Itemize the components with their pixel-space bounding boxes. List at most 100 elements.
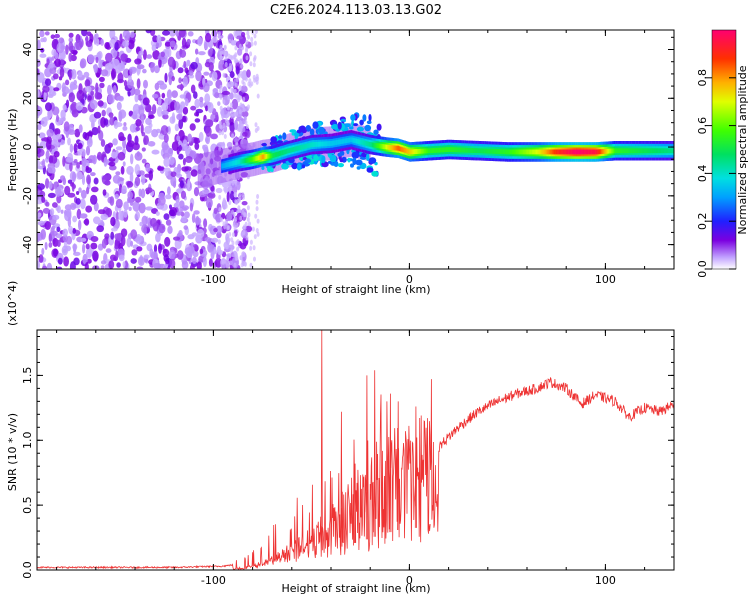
- noise-blob: [160, 125, 169, 136]
- ridge-blob: [368, 157, 377, 164]
- noise-blob: [136, 64, 145, 70]
- noise-blob: [214, 92, 220, 99]
- noise-blob: [116, 101, 122, 111]
- noise-blob: [90, 194, 98, 205]
- noise-blob: [240, 123, 244, 129]
- ridge-core: [254, 156, 256, 162]
- noise-blob: [45, 150, 50, 160]
- noise-blob: [77, 71, 83, 78]
- noise-blob: [186, 38, 191, 45]
- ridge-core: [363, 140, 365, 146]
- noise-blob: [76, 208, 82, 220]
- ridge-core: [394, 145, 396, 151]
- noise-blob: [70, 101, 78, 113]
- ridge-core: [224, 162, 227, 168]
- noise-blob: [126, 181, 134, 188]
- ridge-core: [581, 149, 583, 155]
- noise-blob: [226, 105, 230, 111]
- ridge-core: [431, 148, 433, 153]
- ridge-core: [229, 161, 231, 167]
- noise-blob: [208, 61, 214, 72]
- ridge-halo: [213, 150, 215, 185]
- noise-blob: [255, 206, 259, 212]
- noise-blob: [44, 242, 48, 250]
- noise-blob: [175, 30, 179, 37]
- noise-blob: [168, 209, 175, 217]
- noise-blob: [141, 147, 146, 152]
- ridge-core: [282, 150, 284, 155]
- ridge-blob: [281, 163, 289, 170]
- ridge-core: [629, 148, 631, 154]
- noise-blob: [76, 171, 83, 180]
- noise-blob: [191, 232, 198, 237]
- noise-blob: [130, 31, 135, 38]
- ridge-core: [278, 151, 281, 156]
- ridge-core: [502, 149, 504, 155]
- ridge-halo: [201, 153, 203, 188]
- ridge-core: [596, 149, 598, 155]
- noise-blob: [132, 110, 137, 116]
- noise-blob: [235, 255, 239, 261]
- ridge-core: [622, 148, 624, 154]
- ridge-core: [655, 148, 657, 154]
- ridge-core: [380, 143, 382, 149]
- ridge-core: [274, 152, 276, 158]
- noise-blob: [136, 246, 143, 252]
- noise-blob: [222, 122, 226, 128]
- noise-blob: [187, 31, 194, 37]
- noise-blob: [167, 125, 171, 135]
- noise-blob: [254, 30, 258, 34]
- noise-blob: [223, 134, 227, 139]
- ridge-core: [369, 142, 371, 147]
- ridge-core: [324, 141, 326, 147]
- ridge-halo: [200, 153, 202, 188]
- ridge-core: [503, 149, 505, 155]
- noise-blob: [162, 30, 170, 36]
- noise-blob: [211, 30, 217, 38]
- ridge-core: [662, 148, 664, 154]
- ridge-core: [244, 158, 247, 164]
- noise-blob: [209, 72, 213, 78]
- ridge-core: [405, 148, 408, 154]
- ridge-core: [432, 148, 435, 153]
- ridge-core: [584, 149, 586, 155]
- noise-blob: [254, 122, 258, 128]
- noise-blob: [62, 104, 67, 111]
- ridge-core: [287, 148, 289, 154]
- noise-blob: [42, 36, 47, 43]
- noise-blob: [52, 237, 59, 247]
- ridge-core: [231, 161, 234, 166]
- noise-blob: [115, 146, 123, 151]
- ridge-core: [577, 149, 579, 155]
- ridge-halo: [211, 151, 214, 186]
- ridge-core: [230, 161, 232, 167]
- noise-blob: [194, 112, 199, 117]
- noise-blob: [72, 243, 78, 251]
- ridge-core: [490, 148, 492, 154]
- noise-blob: [145, 30, 152, 34]
- ridge-core: [300, 145, 302, 150]
- noise-blob: [241, 31, 246, 38]
- noise-blob: [222, 197, 226, 203]
- noise-blob: [77, 142, 83, 149]
- ridge-core: [458, 147, 461, 153]
- noise-blob: [69, 261, 76, 269]
- noise-blob: [186, 59, 191, 67]
- ridge-core: [260, 155, 262, 160]
- noise-blob: [170, 175, 177, 187]
- noise-blob: [233, 225, 237, 231]
- ridge-core: [265, 153, 268, 159]
- noise-blob: [67, 137, 71, 146]
- ridge-core: [461, 147, 463, 153]
- noise-blob: [114, 193, 120, 200]
- noise-blob: [205, 32, 212, 43]
- ridge-core: [572, 149, 575, 155]
- noise-blob: [226, 191, 230, 203]
- ridge-core: [599, 149, 602, 155]
- noise-blob: [176, 250, 184, 260]
- noise-blob: [120, 53, 128, 62]
- noise-blob: [90, 236, 99, 242]
- noise-blob: [164, 236, 171, 247]
- noise-blob: [180, 190, 187, 200]
- noise-blob: [130, 229, 138, 240]
